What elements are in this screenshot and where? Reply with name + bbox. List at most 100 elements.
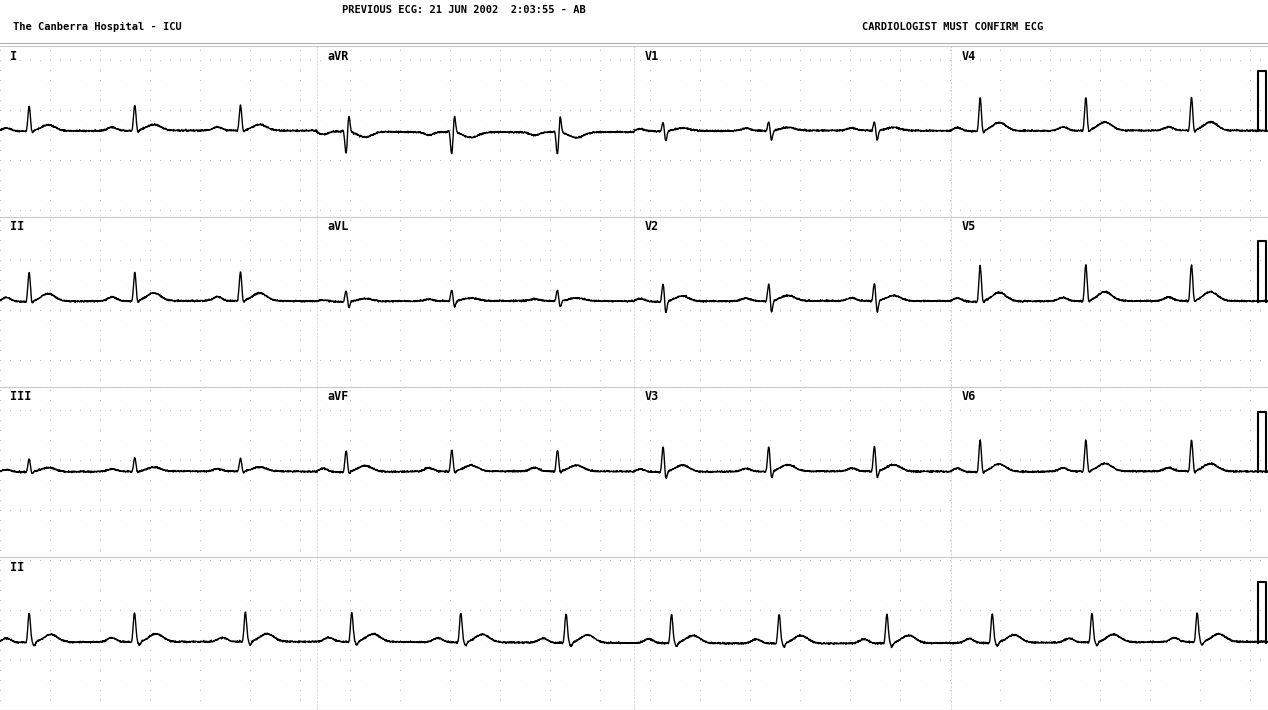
Point — [380, 44, 401, 55]
Point — [1240, 464, 1260, 476]
Point — [1040, 104, 1060, 116]
Point — [810, 535, 831, 546]
Point — [420, 644, 440, 655]
Point — [120, 404, 141, 415]
Point — [230, 354, 250, 366]
Point — [260, 175, 280, 186]
Point — [680, 44, 700, 55]
Point — [560, 514, 581, 525]
Point — [970, 504, 990, 515]
Point — [960, 14, 980, 26]
Point — [940, 704, 960, 710]
Point — [309, 394, 330, 405]
Point — [780, 545, 800, 556]
Point — [420, 584, 440, 596]
Point — [160, 574, 180, 586]
Point — [980, 354, 1000, 366]
Point — [579, 514, 600, 525]
Point — [880, 574, 900, 586]
Point — [630, 204, 650, 216]
Point — [399, 124, 420, 136]
Point — [870, 604, 890, 616]
Point — [399, 555, 420, 566]
Point — [520, 284, 540, 295]
Point — [1179, 644, 1200, 655]
Point — [1130, 344, 1150, 356]
Point — [569, 614, 590, 626]
Point — [980, 454, 1000, 466]
Point — [230, 24, 250, 36]
Point — [1230, 284, 1250, 295]
Point — [120, 545, 141, 556]
Point — [829, 415, 850, 426]
Point — [1040, 55, 1060, 66]
Point — [940, 295, 960, 306]
Point — [290, 134, 311, 146]
Point — [290, 494, 311, 506]
Point — [1140, 214, 1160, 226]
Point — [739, 665, 760, 676]
Point — [190, 344, 210, 356]
Point — [550, 305, 571, 316]
Point — [1140, 604, 1160, 616]
Point — [1150, 44, 1170, 55]
Point — [180, 704, 200, 710]
Point — [960, 404, 980, 415]
Point — [1240, 124, 1260, 136]
Point — [1070, 594, 1090, 606]
Point — [1070, 435, 1090, 446]
Point — [350, 204, 370, 216]
Point — [70, 144, 90, 155]
Point — [60, 644, 80, 655]
Point — [1110, 524, 1130, 535]
Point — [940, 374, 960, 386]
Point — [540, 195, 560, 206]
Point — [479, 0, 500, 6]
Point — [600, 394, 620, 405]
Point — [100, 394, 120, 405]
Point — [1160, 334, 1181, 346]
Point — [810, 665, 831, 676]
Point — [720, 195, 741, 206]
Point — [139, 185, 160, 196]
Point — [1240, 24, 1260, 36]
Point — [60, 574, 80, 586]
Point — [240, 344, 260, 356]
Point — [829, 354, 850, 366]
Point — [970, 494, 990, 506]
Point — [730, 555, 751, 566]
Point — [829, 284, 850, 295]
Point — [900, 604, 921, 616]
Point — [139, 24, 160, 36]
Point — [1110, 594, 1130, 606]
Point — [850, 134, 870, 146]
Point — [659, 324, 680, 336]
Point — [299, 0, 320, 6]
Point — [250, 55, 270, 66]
Point — [270, 144, 290, 155]
Point — [10, 284, 30, 295]
Point — [20, 354, 41, 366]
Point — [730, 634, 751, 645]
Point — [120, 114, 141, 126]
Point — [90, 374, 110, 386]
Point — [850, 354, 870, 366]
Point — [780, 334, 800, 346]
Point — [0, 374, 10, 386]
Point — [640, 34, 661, 45]
Point — [1230, 264, 1250, 275]
Point — [569, 364, 590, 376]
Point — [1030, 295, 1050, 306]
Point — [70, 684, 90, 696]
Point — [640, 244, 661, 256]
Point — [370, 154, 391, 165]
Point — [880, 545, 900, 556]
Point — [90, 144, 110, 155]
Point — [219, 574, 240, 586]
Point — [210, 14, 231, 26]
Point — [350, 634, 370, 645]
Point — [20, 564, 41, 576]
Point — [100, 204, 120, 216]
Point — [360, 144, 380, 155]
Point — [299, 195, 320, 206]
